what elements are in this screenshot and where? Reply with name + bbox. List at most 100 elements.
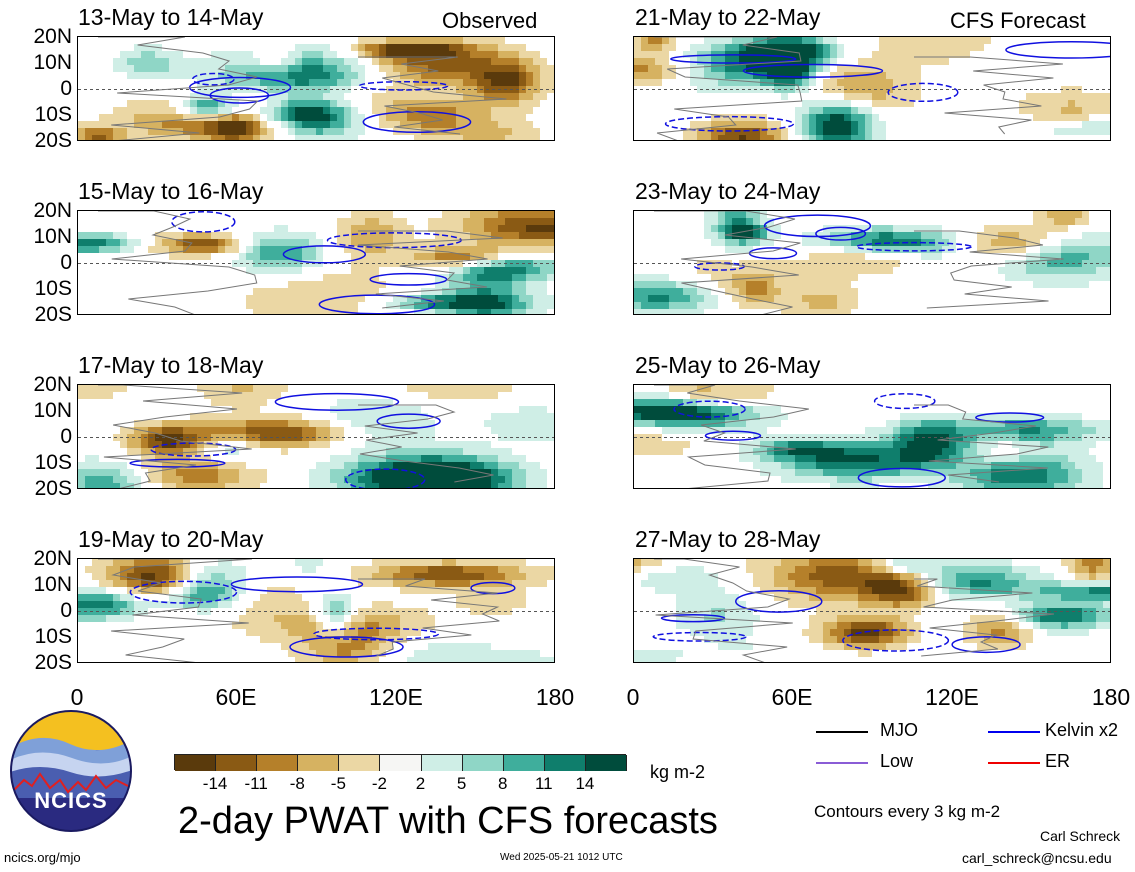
heatmap-cell	[900, 246, 907, 253]
heatmap-cell	[267, 288, 274, 295]
heatmap-cell	[788, 281, 795, 288]
heatmap-cell	[253, 601, 260, 608]
heatmap-cell	[774, 44, 781, 51]
heatmap-cell	[505, 267, 512, 274]
heatmap-cell	[449, 37, 456, 44]
heatmap-cell	[823, 253, 830, 260]
heatmap-cell	[1005, 629, 1012, 636]
heatmap-cell	[323, 114, 330, 121]
heatmap-cell	[746, 128, 753, 135]
heatmap-cell	[274, 93, 281, 100]
heatmap-cell	[477, 128, 484, 135]
heatmap-cell	[78, 385, 85, 392]
heatmap-cell	[753, 72, 760, 79]
heatmap-cell	[491, 37, 498, 44]
heatmap-cell	[984, 573, 991, 580]
heatmap-cell	[190, 93, 197, 100]
heatmap-cell	[928, 573, 935, 580]
heatmap-cell	[823, 448, 830, 455]
heatmap-cell	[830, 128, 837, 135]
heatmap-cell	[428, 448, 435, 455]
heatmap-cell	[92, 476, 99, 483]
heatmap-cell	[512, 573, 519, 580]
heatmap-cell	[1005, 274, 1012, 281]
heatmap-cell	[690, 580, 697, 587]
heatmap-cell	[512, 420, 519, 427]
heatmap-cell	[711, 58, 718, 65]
heatmap-cell	[1040, 594, 1047, 601]
heatmap-cell	[676, 615, 683, 622]
heatmap-cell	[421, 253, 428, 260]
heatmap-cell	[1061, 128, 1068, 135]
heatmap-cell	[428, 420, 435, 427]
heatmap-cell	[113, 385, 120, 392]
heatmap-cell	[197, 455, 204, 462]
heatmap-cell	[851, 441, 858, 448]
heatmap-cell	[344, 246, 351, 253]
heatmap-cell	[858, 580, 865, 587]
heatmap-cell	[1075, 469, 1082, 476]
heatmap-cell	[893, 427, 900, 434]
heatmap-cell	[435, 302, 442, 309]
heatmap-cell	[183, 114, 190, 121]
heatmap-cell	[725, 135, 732, 140]
heatmap-cell	[225, 462, 232, 469]
heatmap-cell	[498, 427, 505, 434]
heatmap-cell	[1040, 246, 1047, 253]
heatmap-cell	[484, 232, 491, 239]
heatmap-cell	[886, 225, 893, 232]
heatmap-cell	[491, 239, 498, 246]
heatmap-cell	[211, 399, 218, 406]
heatmap-cell	[533, 72, 540, 79]
heatmap-cell	[148, 601, 155, 608]
heatmap-cell	[872, 232, 879, 239]
heatmap-cell	[519, 79, 526, 86]
heatmap-cell	[491, 281, 498, 288]
heatmap-cell	[134, 65, 141, 72]
heatmap-cell	[886, 420, 893, 427]
heatmap-cell	[900, 476, 907, 483]
heatmap-cell	[526, 580, 533, 587]
heatmap-cell	[746, 629, 753, 636]
heatmap-cell	[246, 392, 253, 399]
heatmap-cell	[921, 253, 928, 260]
heatmap-cell	[676, 650, 683, 657]
heatmap-cell	[456, 135, 463, 140]
heatmap-cell	[134, 483, 141, 488]
heatmap-cell	[169, 566, 176, 573]
heatmap-cell	[400, 559, 407, 566]
heatmap-cell	[554, 427, 555, 434]
heatmap-cell	[169, 253, 176, 260]
heatmap-cell	[540, 274, 547, 281]
heatmap-cell	[648, 580, 655, 587]
heatmap-cell	[753, 559, 760, 566]
heatmap-cell	[183, 420, 190, 427]
kelvin-contour	[171, 211, 236, 233]
heatmap-cell	[991, 483, 998, 488]
legend-kelvin-label: Kelvin x2	[1045, 720, 1119, 740]
heatmap-cell	[316, 79, 323, 86]
heatmap-cell	[246, 413, 253, 420]
heatmap-cell	[337, 93, 344, 100]
heatmap-cell	[816, 51, 823, 58]
heatmap-cell	[134, 72, 141, 79]
heatmap-cell	[463, 309, 470, 314]
heatmap-cell	[704, 135, 711, 140]
heatmap-cell	[463, 281, 470, 288]
heatmap-cell	[246, 260, 253, 267]
heatmap-cell	[134, 601, 141, 608]
heatmap-cell	[456, 441, 463, 448]
heatmap-cell	[725, 72, 732, 79]
heatmap-cell	[662, 44, 669, 51]
x-tick-label: 120E	[925, 684, 979, 710]
heatmap-cell	[767, 385, 774, 392]
heatmap-cell	[1068, 434, 1075, 441]
heatmap-cell	[830, 559, 837, 566]
heatmap-cell	[491, 65, 498, 72]
heatmap-cell	[512, 114, 519, 121]
heatmap-cell	[711, 427, 718, 434]
heatmap-cell	[851, 594, 858, 601]
heatmap-cell	[893, 65, 900, 72]
heatmap-cell	[1096, 128, 1103, 135]
heatmap-cell	[260, 309, 267, 314]
